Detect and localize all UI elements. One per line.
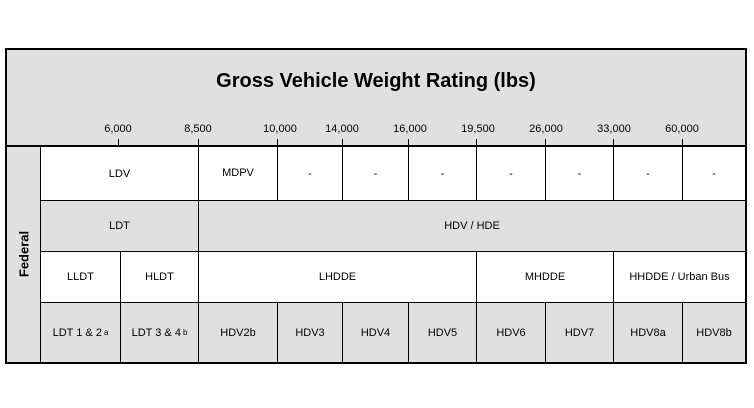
footnote-marker: b [182, 328, 188, 337]
tick-mark [342, 139, 343, 145]
tick-mark [198, 139, 199, 145]
tick-label: 33,000 [597, 123, 631, 135]
dash-cell: - [277, 147, 342, 200]
tick-label: 16,000 [393, 123, 427, 135]
lldt-cell: LLDT [41, 251, 120, 302]
ldt34-label: LDT 3 & 4 [131, 326, 181, 339]
dash-cell: - [342, 147, 408, 200]
federal-label: Federal [16, 230, 32, 278]
hldt-cell: HLDT [120, 251, 198, 302]
vehicle-class-table: Gross Vehicle Weight Rating (lbs) 6,000 … [5, 48, 747, 364]
class-cell: HDV3 [277, 302, 342, 362]
tick-label: 60,000 [665, 123, 699, 135]
mhdde-cell: MHDDE [476, 251, 613, 302]
federal-side-panel: Federal [7, 147, 41, 362]
tick-mark [277, 139, 278, 145]
hdv-hde-cell: HDV / HDE [198, 200, 745, 251]
tick-label: 26,000 [529, 123, 563, 135]
dash-cell: - [613, 147, 682, 200]
tick-mark [118, 139, 119, 145]
class-cell: HDV4 [342, 302, 408, 362]
ldv-cell: LDV [41, 147, 198, 200]
hhdde-cell: HHDDE / Urban Bus [613, 251, 745, 302]
table-header: Gross Vehicle Weight Rating (lbs) 6,000 … [7, 50, 745, 147]
tick-label: 8,500 [184, 123, 212, 135]
tick-mark [682, 139, 683, 145]
lhdde-cell: LHDDE [198, 251, 476, 302]
class-cell: HDV8a [613, 302, 682, 362]
footnote-marker: a [103, 328, 109, 337]
tick-label: 6,000 [104, 123, 132, 135]
mdpv-cell: MDPV [198, 147, 277, 200]
dash-cell: - [545, 147, 613, 200]
tick-mark [545, 139, 546, 145]
ldt-cell: LDT [41, 200, 198, 251]
class-cell: HDV8b [682, 302, 745, 362]
dash-cell: - [476, 147, 545, 200]
tick-mark [613, 139, 614, 145]
class-cell: HDV5 [408, 302, 476, 362]
tick-label: 10,000 [263, 123, 297, 135]
class-cell: HDV6 [476, 302, 545, 362]
dash-cell: - [682, 147, 745, 200]
class-cell: HDV7 [545, 302, 613, 362]
tick-mark [408, 139, 409, 145]
class-cell: HDV2b [198, 302, 277, 362]
tick-mark [476, 139, 477, 145]
dash-cell: - [408, 147, 476, 200]
tick-label: 14,000 [325, 123, 359, 135]
ldt12-label: LDT 1 & 2 [52, 326, 102, 339]
tick-label: 19,500 [461, 123, 495, 135]
table-title: Gross Vehicle Weight Rating (lbs) [216, 70, 536, 92]
